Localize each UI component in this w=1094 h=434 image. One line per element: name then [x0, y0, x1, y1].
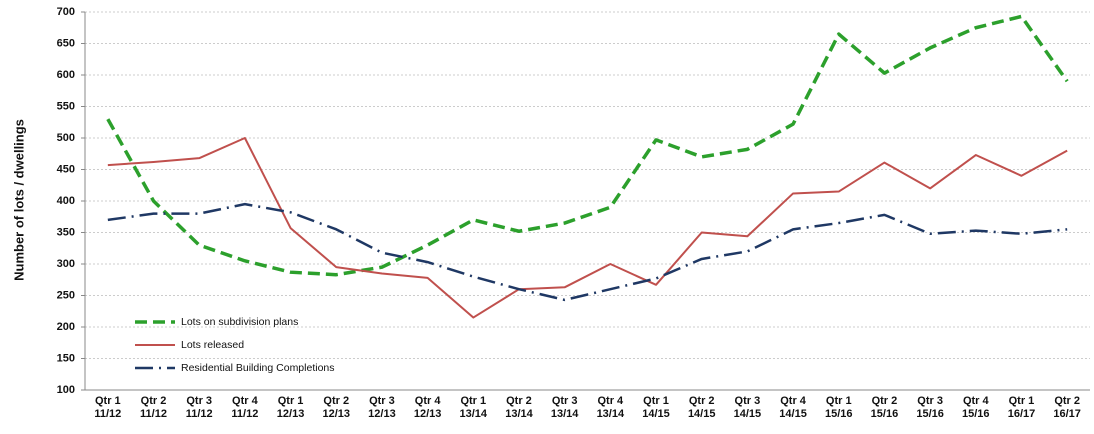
y-tick-label: 200 [57, 321, 75, 333]
x-tick-label: 11/12 [186, 408, 213, 420]
x-tick-label: 12/13 [322, 408, 350, 420]
x-tick-label: 11/12 [94, 408, 121, 420]
x-tick-label: 12/13 [414, 408, 442, 420]
x-tick-label: Qtr 2 [141, 395, 167, 407]
x-tick-label: Qtr 2 [323, 395, 349, 407]
x-tick-label: 16/17 [1008, 408, 1036, 420]
y-tick-label: 150 [57, 352, 75, 364]
x-tick-label: Qtr 3 [917, 395, 943, 407]
x-tick-label: Qtr 4 [415, 395, 442, 407]
x-tick-label: Qtr 3 [552, 395, 578, 407]
legend-label: Lots on subdivision plans [181, 316, 298, 328]
y-tick-label: 100 [57, 384, 75, 396]
y-tick-label: 450 [57, 163, 75, 175]
x-tick-label: Qtr 3 [186, 395, 212, 407]
x-tick-label: 14/15 [642, 408, 670, 420]
x-tick-label: Qtr 2 [689, 395, 715, 407]
x-tick-label: 15/16 [825, 408, 853, 420]
x-tick-label: 16/17 [1053, 408, 1081, 420]
y-tick-label: 300 [57, 258, 75, 270]
x-tick-label: 12/13 [277, 408, 305, 420]
y-tick-label: 600 [57, 69, 75, 81]
x-tick-label: 13/14 [460, 408, 488, 420]
legend-label: Residential Building Completions [181, 362, 335, 374]
y-tick-label: 250 [57, 289, 75, 301]
x-tick-label: Qtr 1 [643, 395, 669, 407]
x-tick-label: 11/12 [231, 408, 258, 420]
x-tick-label: Qtr 1 [826, 395, 852, 407]
x-tick-label: Qtr 4 [780, 395, 807, 407]
x-tick-label: 15/16 [916, 408, 944, 420]
series-line [107, 202, 1068, 302]
y-tick-label: 650 [57, 37, 75, 49]
x-tick-label: 14/15 [734, 408, 762, 420]
x-tick-label: 13/14 [505, 408, 533, 420]
y-tick-label: 400 [57, 195, 75, 207]
x-tick-label: Qtr 1 [460, 395, 486, 407]
x-tick-label: Qtr 4 [963, 395, 990, 407]
x-tick-label: Qtr 2 [872, 395, 898, 407]
x-tick-label: 14/15 [688, 408, 716, 420]
x-tick-label: 13/14 [597, 408, 625, 420]
x-tick-label: 14/15 [779, 408, 807, 420]
x-tick-label: 13/14 [551, 408, 579, 420]
x-tick-label: Qtr 4 [232, 395, 259, 407]
x-tick-label: Qtr 3 [369, 395, 395, 407]
x-tick-label: Qtr 1 [1009, 395, 1035, 407]
y-tick-label: 350 [57, 226, 75, 238]
x-tick-label: 11/12 [140, 408, 167, 420]
x-tick-label: Qtr 4 [597, 395, 624, 407]
x-tick-label: Qtr 2 [506, 395, 532, 407]
series-line [106, 14, 1069, 277]
x-tick-label: Qtr 3 [735, 395, 761, 407]
series-line [107, 137, 1068, 319]
legend-label: Lots released [181, 339, 244, 351]
x-tick-label: Qtr 1 [278, 395, 304, 407]
y-tick-label: 550 [57, 100, 75, 112]
y-tick-label: 500 [57, 132, 75, 144]
y-axis-title: Number of lots / dwellings [11, 119, 26, 281]
x-tick-label: Qtr 2 [1054, 395, 1080, 407]
x-tick-label: 15/16 [871, 408, 899, 420]
y-tick-label: 700 [57, 6, 75, 18]
x-tick-label: Qtr 1 [95, 395, 121, 407]
x-tick-label: 12/13 [368, 408, 396, 420]
x-tick-label: 15/16 [962, 408, 990, 420]
